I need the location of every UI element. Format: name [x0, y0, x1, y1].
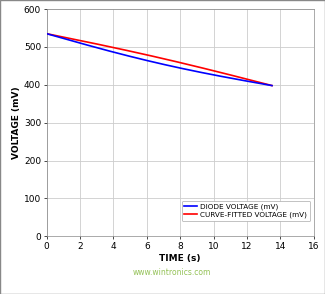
- DIODE VOLTAGE (mV): [229, 76, 233, 80]
- DIODE VOLTAGE (mV): [152, 60, 156, 64]
- Line: DIODE VOLTAGE (mV): DIODE VOLTAGE (mV): [47, 34, 272, 86]
- DIODE VOLTAGE (mV): [45, 32, 49, 36]
- DIODE VOLTAGE (mV): [153, 61, 157, 64]
- Line: CURVE-FITTED VOLTAGE (mV): CURVE-FITTED VOLTAGE (mV): [47, 34, 272, 86]
- CURVE-FITTED VOLTAGE (mV): [270, 84, 274, 87]
- CURVE-FITTED VOLTAGE (mV): [45, 32, 49, 36]
- DIODE VOLTAGE (mV): [167, 64, 171, 67]
- DIODE VOLTAGE (mV): [270, 84, 274, 87]
- CURVE-FITTED VOLTAGE (mV): [265, 82, 268, 86]
- DIODE VOLTAGE (mV): [265, 83, 268, 86]
- Legend: DIODE VOLTAGE (mV), CURVE-FITTED VOLTAGE (mV): DIODE VOLTAGE (mV), CURVE-FITTED VOLTAGE…: [182, 201, 310, 221]
- CURVE-FITTED VOLTAGE (mV): [153, 55, 157, 59]
- Text: www.wintronics.com: www.wintronics.com: [133, 268, 211, 277]
- X-axis label: TIME (s): TIME (s): [160, 254, 201, 263]
- CURVE-FITTED VOLTAGE (mV): [229, 74, 233, 77]
- CURVE-FITTED VOLTAGE (mV): [179, 61, 183, 64]
- CURVE-FITTED VOLTAGE (mV): [152, 55, 156, 58]
- Y-axis label: VOLTAGE (mV): VOLTAGE (mV): [12, 86, 21, 159]
- DIODE VOLTAGE (mV): [179, 66, 183, 70]
- CURVE-FITTED VOLTAGE (mV): [167, 58, 171, 62]
